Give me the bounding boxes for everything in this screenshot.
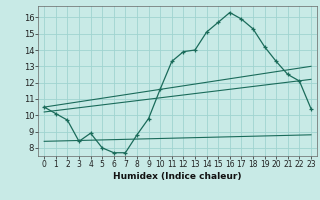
X-axis label: Humidex (Indice chaleur): Humidex (Indice chaleur) [113,172,242,181]
